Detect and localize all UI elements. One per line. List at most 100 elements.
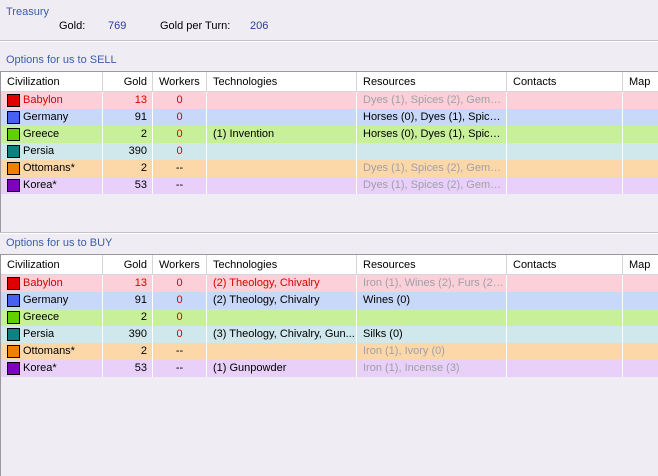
col-header-map[interactable]: Map bbox=[623, 72, 658, 92]
civ-color-swatch bbox=[7, 362, 20, 375]
map-cell bbox=[623, 160, 658, 177]
divider bbox=[0, 40, 658, 41]
col-header-map[interactable]: Map bbox=[623, 255, 658, 275]
table-row[interactable]: Greece 2 0 bbox=[1, 309, 658, 326]
divider bbox=[0, 232, 658, 233]
map-cell bbox=[623, 177, 658, 194]
col-header-civilization[interactable]: Civilization bbox=[1, 255, 103, 275]
civ-color-swatch bbox=[7, 128, 20, 141]
table-row[interactable]: Germany 91 0 Horses (0), Dyes (1), Spices..… bbox=[1, 109, 658, 126]
civilization-cell: Germany bbox=[1, 292, 103, 309]
buy-table[interactable]: Civilization Gold Workers Technologies R… bbox=[0, 254, 658, 476]
col-header-civilization[interactable]: Civilization bbox=[1, 72, 103, 92]
contacts-cell bbox=[507, 143, 623, 160]
civilization-name: Germany bbox=[23, 294, 69, 306]
civ-color-swatch bbox=[7, 162, 20, 175]
sell-table[interactable]: Civilization Gold Workers Technologies R… bbox=[0, 71, 658, 232]
col-header-technologies[interactable]: Technologies bbox=[207, 255, 357, 275]
gold-cell: 2 bbox=[103, 309, 153, 326]
contacts-cell bbox=[507, 109, 623, 126]
civilization-cell: Ottomans* bbox=[1, 160, 103, 177]
gold-cell: 390 bbox=[103, 326, 153, 343]
sell-section-title: Options for us to SELL bbox=[6, 54, 117, 66]
resources-cell: Iron (1), Wines (2), Furs (2), ... bbox=[357, 275, 507, 292]
treasury-panel: Treasury Gold: 769 Gold per Turn: 206 bbox=[0, 0, 658, 40]
col-header-resources[interactable]: Resources bbox=[357, 255, 507, 275]
civilization-name: Germany bbox=[23, 111, 69, 123]
gold-cell: 53 bbox=[103, 360, 153, 377]
gold-cell: 390 bbox=[103, 143, 153, 160]
map-cell bbox=[623, 326, 658, 343]
resources-cell bbox=[357, 143, 507, 160]
workers-cell: 0 bbox=[153, 92, 207, 109]
col-header-resources[interactable]: Resources bbox=[357, 72, 507, 92]
table-row[interactable]: Persia 390 0 bbox=[1, 143, 658, 160]
sell-table-header: Civilization Gold Workers Technologies R… bbox=[1, 72, 658, 92]
table-row[interactable]: Korea* 53 -- Dyes (1), Spices (2), Gems (0) bbox=[1, 177, 658, 194]
table-row[interactable]: Persia 390 0 (3) Theology, Chivalry, Gun...… bbox=[1, 326, 658, 343]
treasury-title: Treasury bbox=[6, 6, 49, 18]
resources-cell: Iron (1), Incense (3) bbox=[357, 360, 507, 377]
civilization-name: Korea* bbox=[23, 362, 57, 374]
table-row[interactable]: Ottomans* 2 -- Iron (1), Ivory (0) bbox=[1, 343, 658, 360]
civilization-cell: Greece bbox=[1, 126, 103, 143]
civilization-name: Greece bbox=[23, 128, 60, 140]
workers-cell: 0 bbox=[153, 309, 207, 326]
civ-color-swatch bbox=[7, 328, 20, 341]
col-header-contacts[interactable]: Contacts bbox=[507, 72, 623, 92]
gold-label: Gold: bbox=[59, 20, 86, 32]
table-row[interactable]: Germany 91 0 (2) Theology, Chivalry Wines (0… bbox=[1, 292, 658, 309]
col-header-gold[interactable]: Gold bbox=[103, 72, 153, 92]
col-header-workers[interactable]: Workers bbox=[153, 72, 207, 92]
workers-cell: 0 bbox=[153, 126, 207, 143]
col-header-contacts[interactable]: Contacts bbox=[507, 255, 623, 275]
civilization-cell: Korea* bbox=[1, 360, 103, 377]
col-header-workers[interactable]: Workers bbox=[153, 255, 207, 275]
table-row[interactable]: Babylon 13 0 (2) Theology, Chivalry Iron (1)… bbox=[1, 275, 658, 292]
resources-cell: Dyes (1), Spices (2), Gems (0) bbox=[357, 92, 507, 109]
divider bbox=[0, 41, 658, 42]
technologies-cell bbox=[207, 92, 357, 109]
technologies-cell bbox=[207, 160, 357, 177]
civilization-cell: Babylon bbox=[1, 92, 103, 109]
table-row[interactable]: Ottomans* 2 -- Dyes (1), Spices (2), Gems (… bbox=[1, 160, 658, 177]
civilization-cell: Babylon bbox=[1, 275, 103, 292]
gold-cell: 13 bbox=[103, 92, 153, 109]
contacts-cell bbox=[507, 326, 623, 343]
civilization-name: Persia bbox=[23, 328, 55, 340]
gold-cell: 91 bbox=[103, 292, 153, 309]
civilization-name: Ottomans* bbox=[23, 345, 75, 357]
technologies-cell: (2) Theology, Chivalry bbox=[207, 292, 357, 309]
gold-value: 769 bbox=[108, 20, 127, 32]
civ-color-swatch bbox=[7, 179, 20, 192]
workers-cell: -- bbox=[153, 177, 207, 194]
map-cell bbox=[623, 143, 658, 160]
civ-color-swatch bbox=[7, 277, 20, 290]
resources-cell: Dyes (1), Spices (2), Gems (0) bbox=[357, 160, 507, 177]
resources-cell: Silks (0) bbox=[357, 326, 507, 343]
table-row[interactable]: Korea* 53 -- (1) Gunpowder Iron (1), Incense… bbox=[1, 360, 658, 377]
workers-cell: -- bbox=[153, 360, 207, 377]
technologies-cell bbox=[207, 309, 357, 326]
table-row[interactable]: Greece 2 0 (1) Invention Horses (0), Dyes (1… bbox=[1, 126, 658, 143]
table-row[interactable]: Babylon 13 0 Dyes (1), Spices (2), Gems (0) bbox=[1, 92, 658, 109]
civilization-name: Babylon bbox=[23, 94, 63, 106]
civ-color-swatch bbox=[7, 145, 20, 158]
civ-color-swatch bbox=[7, 345, 20, 358]
civilization-name: Greece bbox=[23, 311, 60, 323]
col-header-technologies[interactable]: Technologies bbox=[207, 72, 357, 92]
resources-cell: Horses (0), Dyes (1), Spices... bbox=[357, 109, 507, 126]
gold-per-turn-label: Gold per Turn: bbox=[160, 20, 231, 32]
technologies-cell bbox=[207, 143, 357, 160]
resources-cell: Wines (0) bbox=[357, 292, 507, 309]
technologies-cell bbox=[207, 343, 357, 360]
contacts-cell bbox=[507, 92, 623, 109]
civ-color-swatch bbox=[7, 94, 20, 107]
buy-table-header: Civilization Gold Workers Technologies R… bbox=[1, 255, 658, 275]
map-cell bbox=[623, 92, 658, 109]
gold-cell: 91 bbox=[103, 109, 153, 126]
col-header-gold[interactable]: Gold bbox=[103, 255, 153, 275]
civilization-name: Korea* bbox=[23, 179, 57, 191]
resources-cell: Horses (0), Dyes (1), Spices... bbox=[357, 126, 507, 143]
map-cell bbox=[623, 275, 658, 292]
